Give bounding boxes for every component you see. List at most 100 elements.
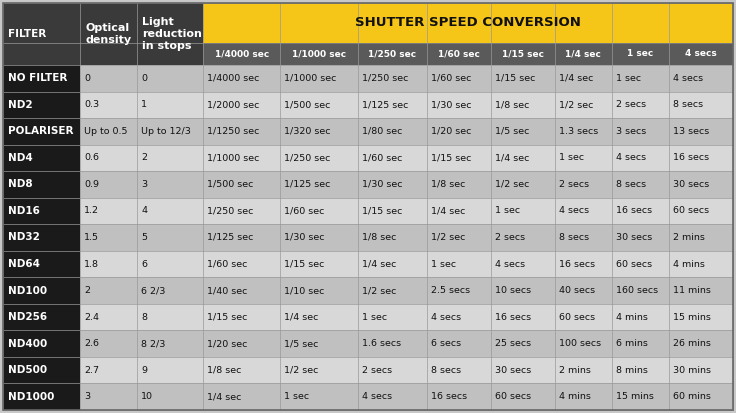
Text: 4 secs: 4 secs (431, 313, 461, 322)
Text: 15 mins: 15 mins (673, 313, 711, 322)
Text: 6 2/3: 6 2/3 (141, 286, 166, 295)
Text: 1/4 sec: 1/4 sec (565, 50, 601, 59)
Bar (203, 277, 280, 304)
Text: 1 sec: 1 sec (627, 50, 654, 59)
Text: 1 sec: 1 sec (616, 74, 641, 83)
Text: 1/30 sec: 1/30 sec (431, 100, 471, 109)
Bar (669, 43, 733, 65)
Text: 1/320 sec: 1/320 sec (285, 127, 331, 136)
Bar (491, 65, 555, 92)
Text: 26 mins: 26 mins (673, 339, 711, 348)
Bar (280, 65, 358, 92)
Bar (427, 277, 491, 304)
Bar (138, 304, 203, 330)
Bar (280, 171, 358, 198)
Bar (203, 383, 280, 410)
Text: 60 secs: 60 secs (616, 259, 652, 268)
Bar (427, 118, 491, 145)
Text: 11 mins: 11 mins (673, 286, 711, 295)
Bar (491, 198, 555, 224)
Bar (669, 198, 733, 224)
Bar (280, 198, 358, 224)
Bar (80, 330, 138, 357)
Bar (612, 330, 669, 357)
Bar (138, 92, 203, 118)
Bar (491, 171, 555, 198)
Text: 1/2 sec: 1/2 sec (285, 366, 319, 375)
Bar (3, 65, 80, 92)
Bar (427, 145, 491, 171)
Text: 1/20 sec: 1/20 sec (431, 127, 471, 136)
Text: 4: 4 (141, 206, 147, 216)
Text: 10: 10 (141, 392, 153, 401)
Text: 0.3: 0.3 (84, 100, 99, 109)
Text: 4 mins: 4 mins (616, 313, 648, 322)
Text: 1/1000 sec: 1/1000 sec (292, 50, 346, 59)
Text: 1.3 secs: 1.3 secs (559, 127, 598, 136)
Bar (612, 43, 669, 65)
Text: 60 secs: 60 secs (559, 313, 595, 322)
Bar (203, 304, 280, 330)
Bar (555, 383, 612, 410)
Text: 1.8: 1.8 (84, 259, 99, 268)
Bar (491, 304, 555, 330)
Bar (138, 357, 203, 383)
Text: 30 secs: 30 secs (616, 233, 652, 242)
Bar (358, 330, 427, 357)
Text: 1/30 sec: 1/30 sec (285, 233, 325, 242)
Bar (358, 118, 427, 145)
Bar (669, 92, 733, 118)
Bar (203, 224, 280, 251)
Text: 2 secs: 2 secs (616, 100, 646, 109)
Text: 60 secs: 60 secs (495, 392, 531, 401)
Bar (427, 224, 491, 251)
Text: 1/8 sec: 1/8 sec (431, 180, 465, 189)
Bar (555, 330, 612, 357)
Bar (491, 43, 555, 65)
Text: NO FILTER: NO FILTER (8, 73, 68, 83)
Bar (203, 65, 280, 92)
Text: 1/5 sec: 1/5 sec (495, 127, 529, 136)
Bar (669, 118, 733, 145)
Text: Up to 12/3: Up to 12/3 (141, 127, 191, 136)
Bar (203, 330, 280, 357)
Text: 1.5: 1.5 (84, 233, 99, 242)
Bar (491, 383, 555, 410)
Text: ND32: ND32 (8, 233, 40, 242)
Text: 1.6 secs: 1.6 secs (361, 339, 400, 348)
Bar (280, 277, 358, 304)
Text: 1/250 sec: 1/250 sec (368, 50, 417, 59)
Bar (669, 357, 733, 383)
Text: 30 secs: 30 secs (673, 180, 710, 189)
Bar (669, 145, 733, 171)
Bar (358, 224, 427, 251)
Bar (612, 92, 669, 118)
Bar (555, 251, 612, 277)
Bar (612, 171, 669, 198)
Bar (358, 198, 427, 224)
Text: 0.9: 0.9 (84, 180, 99, 189)
Text: 1/125 sec: 1/125 sec (361, 100, 408, 109)
Text: 16 secs: 16 secs (616, 206, 652, 216)
Bar (427, 198, 491, 224)
Text: POLARISER: POLARISER (8, 126, 74, 136)
Bar (669, 224, 733, 251)
Bar (669, 304, 733, 330)
Text: ND8: ND8 (8, 179, 32, 190)
Text: 4 secs: 4 secs (361, 392, 392, 401)
Bar (358, 383, 427, 410)
Text: 1/80 sec: 1/80 sec (361, 127, 402, 136)
Text: 1/2 sec: 1/2 sec (431, 233, 465, 242)
Text: 4 secs: 4 secs (616, 153, 646, 162)
Text: 1/30 sec: 1/30 sec (361, 180, 402, 189)
Bar (280, 330, 358, 357)
Bar (427, 383, 491, 410)
Bar (80, 3, 138, 65)
Bar (427, 92, 491, 118)
Text: 1/500 sec: 1/500 sec (285, 100, 331, 109)
Text: 1/125 sec: 1/125 sec (285, 180, 331, 189)
Bar (203, 357, 280, 383)
Text: Up to 0.5: Up to 0.5 (84, 127, 127, 136)
Bar (358, 92, 427, 118)
Bar (555, 357, 612, 383)
